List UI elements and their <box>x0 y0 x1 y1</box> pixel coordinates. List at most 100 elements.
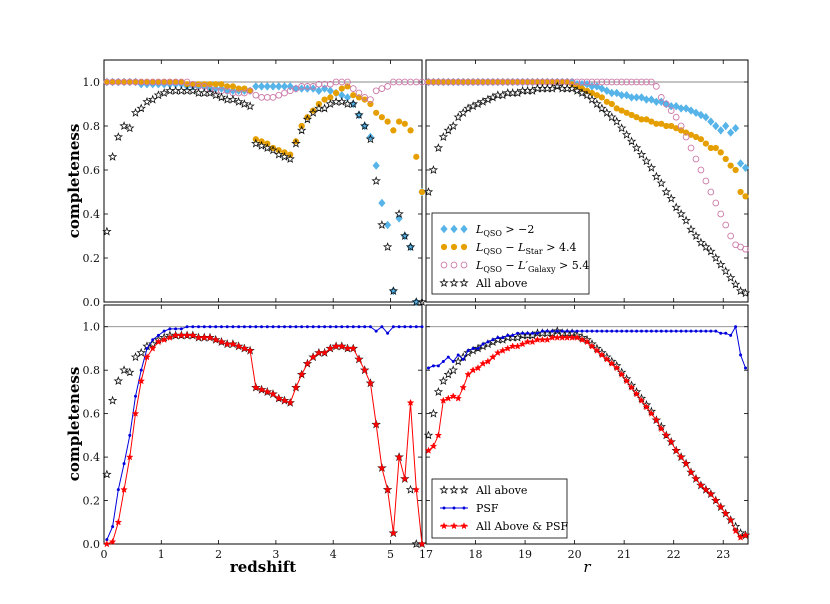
point-all-above-bottom-right-5 <box>448 365 458 375</box>
point-l-qso-l-galaxy-5-4-top-right-2 <box>435 78 442 86</box>
point-l-qso-2-top-right-56 <box>702 113 710 122</box>
point-l-qso-2-top-right-60 <box>722 121 730 131</box>
point-all-above-top-left-0 <box>102 226 112 236</box>
point-l-qso-2-top-left-31 <box>280 82 289 91</box>
point-l-qso-l-star-4-4-top-right-45 <box>648 118 655 125</box>
point-l-qso-l-star-4-4-top-right-17 <box>509 78 516 86</box>
point-all-above-top-right-46 <box>651 171 662 181</box>
point-l-qso-2-top-left-26 <box>252 82 260 91</box>
point-all-above-psf-bottom-left-25 <box>246 346 254 354</box>
point-psf-bottom-right-6 <box>456 353 460 357</box>
point-psf-bottom-right-3 <box>441 359 445 363</box>
point-l-qso-l-galaxy-5-4-top-right-36 <box>603 78 611 86</box>
point-all-above-top-left-6 <box>136 103 146 113</box>
point-all-above-psf-bottom-right-41 <box>627 383 636 391</box>
point-l-qso-l-star-4-4-top-right-13 <box>489 78 496 86</box>
point-psf-bottom-right-13 <box>491 338 495 342</box>
point-psf-bottom-left-20 <box>219 325 223 329</box>
point-psf-bottom-left-37 <box>317 325 321 329</box>
point-l-qso-l-star-4-4-top-left-36 <box>310 107 317 114</box>
xtick-label-bottom-left-1: 1 <box>158 548 165 561</box>
point-l-qso-l-star-4-4-top-right-54 <box>692 133 700 141</box>
point-all-above-top-left-48 <box>377 220 387 230</box>
point-l-qso-l-star-4-4-top-right-16 <box>504 78 511 86</box>
point-all-above-psf-bottom-right-10 <box>474 363 482 372</box>
point-all-above-bottom-left-0 <box>102 469 112 479</box>
point-all-above-psf-bottom-right-58 <box>712 496 720 504</box>
point-l-qso-l-star-4-4-top-left-39 <box>327 94 334 101</box>
point-all-above-psf-bottom-left-6 <box>137 377 146 385</box>
point-psf-bottom-right-57 <box>709 329 713 333</box>
point-psf-bottom-right-0 <box>426 366 430 370</box>
point-l-qso-l-galaxy-5-4-top-right-41 <box>628 78 635 86</box>
point-all-above-psf-bottom-right-19 <box>518 340 527 348</box>
point-psf-bottom-right-20 <box>526 331 530 335</box>
series-l-qso-l-star-4-4-top-right <box>425 78 749 200</box>
point-all-above-psf-bottom-left-22 <box>229 340 237 348</box>
point-psf-bottom-right-2 <box>436 364 440 368</box>
point-all-above-top-right-50 <box>671 202 681 212</box>
point-l-qso-l-galaxy-5-4-top-right-48 <box>662 100 670 108</box>
point-l-qso-l-galaxy-5-4-top-right-4 <box>444 78 452 86</box>
point-l-qso-l-galaxy-5-4-top-left-31 <box>281 89 288 97</box>
point-l-qso-l-star-4-4-top-right-49 <box>668 122 675 130</box>
point-psf-bottom-left-40 <box>334 325 338 329</box>
point-l-qso-l-star-4-4-top-right-8 <box>465 78 472 86</box>
point-l-qso-l-star-4-4-top-right-12 <box>484 78 492 86</box>
point-psf-bottom-right-16 <box>506 333 510 337</box>
ytick-label-top-left-4: 0.8 <box>83 120 101 133</box>
xtick-label-bottom-right-3: 20 <box>568 548 582 561</box>
ytick-label-bottom-left-5: 1.0 <box>83 321 101 334</box>
legend-marker-all-above-2 <box>459 278 469 288</box>
y-axis-label-top: completeness <box>65 124 83 239</box>
point-psf-bottom-left-8 <box>151 338 155 342</box>
point-psf-bottom-left-2 <box>116 488 120 492</box>
point-psf-bottom-left-14 <box>185 325 189 329</box>
point-psf-bottom-right-44 <box>644 329 648 333</box>
point-psf-bottom-right-48 <box>664 329 668 333</box>
point-all-above-top-left-27 <box>256 140 267 150</box>
point-l-qso-2-top-right-49 <box>667 102 675 111</box>
point-all-above-top-right-49 <box>666 193 676 203</box>
point-l-qso-2-top-left-47 <box>372 161 380 170</box>
point-l-qso-l-galaxy-5-4-top-right-42 <box>633 78 640 86</box>
point-l-qso-l-galaxy-5-4-top-right-59 <box>717 210 725 218</box>
point-l-qso-l-star-4-4-top-left-14 <box>183 81 191 88</box>
point-l-qso-2-top-left-42 <box>343 93 352 102</box>
point-all-above-top-left-49 <box>382 242 393 252</box>
point-l-qso-l-star-4-4-top-left-4 <box>126 78 133 86</box>
panel-bottom-left-marks: 0.0 0.2 0.4 0.6 0.8 1.0 0 1 2 3 4 5 <box>83 305 427 561</box>
point-l-qso-l-star-4-4-top-right-63 <box>737 188 744 196</box>
point-all-above-psf-bottom-left-38 <box>320 348 329 357</box>
point-all-above-top-left-5 <box>130 107 141 117</box>
point-l-qso-l-star-4-4-top-left-38 <box>321 96 328 103</box>
point-all-above-bottom-right-8 <box>463 347 473 357</box>
point-all-above-psf-bottom-left-30 <box>274 394 283 402</box>
point-psf-bottom-left-44 <box>357 325 361 329</box>
point-l-qso-2-top-left-32 <box>286 82 294 91</box>
point-psf-bottom-left-32 <box>288 325 292 329</box>
point-l-qso-2-top-right-47 <box>657 97 665 106</box>
point-all-above-psf-bottom-right-12 <box>484 357 492 365</box>
point-l-qso-l-star-4-4-top-right-4 <box>445 78 452 86</box>
point-psf-bottom-left-22 <box>231 325 235 329</box>
point-l-qso-l-galaxy-5-4-top-right-15 <box>499 78 507 86</box>
point-l-qso-l-star-4-4-top-right-19 <box>519 78 526 86</box>
point-all-above-psf-bottom-right-16 <box>503 344 512 352</box>
point-l-qso-l-galaxy-5-4-top-left-45 <box>361 94 369 101</box>
point-l-qso-2-top-left-29 <box>269 82 277 91</box>
point-all-above-top-right-43 <box>636 149 647 159</box>
point-l-qso-l-galaxy-5-4-top-right-56 <box>702 177 710 185</box>
point-psf-bottom-right-28 <box>565 329 569 333</box>
point-l-qso-l-star-4-4-top-right-22 <box>534 78 541 86</box>
point-l-qso-l-galaxy-5-4-top-left-29 <box>269 94 277 101</box>
legend-label-all-above-bottom: All above <box>475 484 527 497</box>
point-psf-bottom-right-35 <box>600 329 604 333</box>
legend-label-all-above-top: All above <box>475 277 527 290</box>
point-all-above-bottom-left-5 <box>130 352 141 362</box>
point-l-qso-l-star-4-4-top-left-3 <box>120 78 128 86</box>
legend-marker-l-qso-l-galaxy-5-4-1 <box>450 261 458 269</box>
point-all-above-psf-bottom-right-55 <box>697 481 705 489</box>
point-l-qso-l-star-4-4-top-left-43 <box>350 92 357 99</box>
point-all-above-top-right-12 <box>483 94 493 104</box>
